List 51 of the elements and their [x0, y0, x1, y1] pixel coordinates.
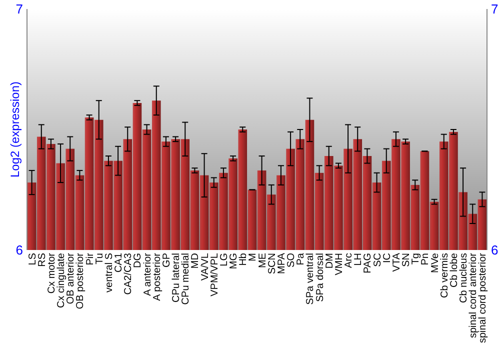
x-tick-label: CPu lateral: [171, 253, 182, 302]
x-tick-label: A posterior: [152, 252, 163, 301]
x-tick-label: DG: [132, 252, 144, 268]
x-tick-label: CA2/CA3: [123, 252, 134, 295]
x-tick-label: MVe: [430, 252, 441, 274]
x-tick-label: VPM/VPL: [209, 252, 220, 296]
x-tick-label: OB posterior: [75, 252, 86, 310]
x-tick-label: Cb lobe: [448, 252, 460, 288]
y2-tick-label: 7: [491, 2, 498, 17]
x-tick-label: Tg: [410, 253, 422, 265]
x-tick-label: IC: [382, 253, 393, 263]
x-tick-label: ME: [257, 252, 268, 268]
x-tick-label: Cx motor: [46, 252, 58, 294]
x-tick-label: spinal cord posterior: [478, 252, 489, 344]
x-tick-label: Pa: [296, 252, 307, 266]
x-tick-label: PAG: [362, 252, 374, 274]
x-tick-label: LH: [353, 253, 364, 266]
x-tick-label: CA1: [114, 252, 125, 272]
x-tick-label: Cb nucleus: [458, 253, 470, 304]
x-tick-label: Pn: [420, 253, 432, 266]
x-tick-label: LS: [27, 252, 38, 266]
x-tick-label: CPu medial: [180, 253, 192, 305]
y-axis-title: Log2 (expression): [8, 81, 22, 178]
x-tick-label: Cb vermis: [439, 253, 450, 298]
x-tick-label: SC: [372, 253, 384, 267]
x-tick-label: GP: [161, 252, 172, 268]
x-tick-label: A anterior: [142, 252, 154, 296]
x-tick-label: SCN: [266, 253, 278, 274]
x-tick-label: MG: [228, 252, 240, 270]
x-tick-label: SO: [286, 252, 298, 268]
x-tick-label: VMH: [334, 253, 345, 276]
x-tick-label: SN: [401, 253, 412, 267]
x-tick-label: Cx cingulate: [56, 252, 68, 308]
x-tick-label: LG: [218, 252, 230, 266]
x-tick-label: MD: [190, 253, 202, 269]
x-tick-label: OB anterior: [66, 252, 77, 304]
x-tick-label: DM: [324, 253, 336, 269]
x-tick-label: Hb: [238, 252, 250, 266]
x-tick-label: M: [248, 253, 259, 262]
x-tick-label: Arc: [344, 253, 355, 268]
y2-tick-label: 6: [491, 242, 498, 258]
x-tick-label: SPa ventral: [305, 253, 316, 305]
x-tick-label: ventral S: [104, 252, 115, 292]
x-tick-label: MPA: [276, 252, 288, 274]
x-tick-label: Pir: [84, 252, 96, 266]
x-tick-label: spinal cord anterior: [468, 252, 480, 338]
x-tick-label: Tu: [94, 253, 106, 264]
x-tick-label: SPa dorsal: [314, 253, 326, 302]
x-tick-label: VTA: [391, 252, 402, 272]
x-tick-label: RS: [36, 252, 48, 267]
x-tick-label: VA/VL: [200, 252, 211, 281]
